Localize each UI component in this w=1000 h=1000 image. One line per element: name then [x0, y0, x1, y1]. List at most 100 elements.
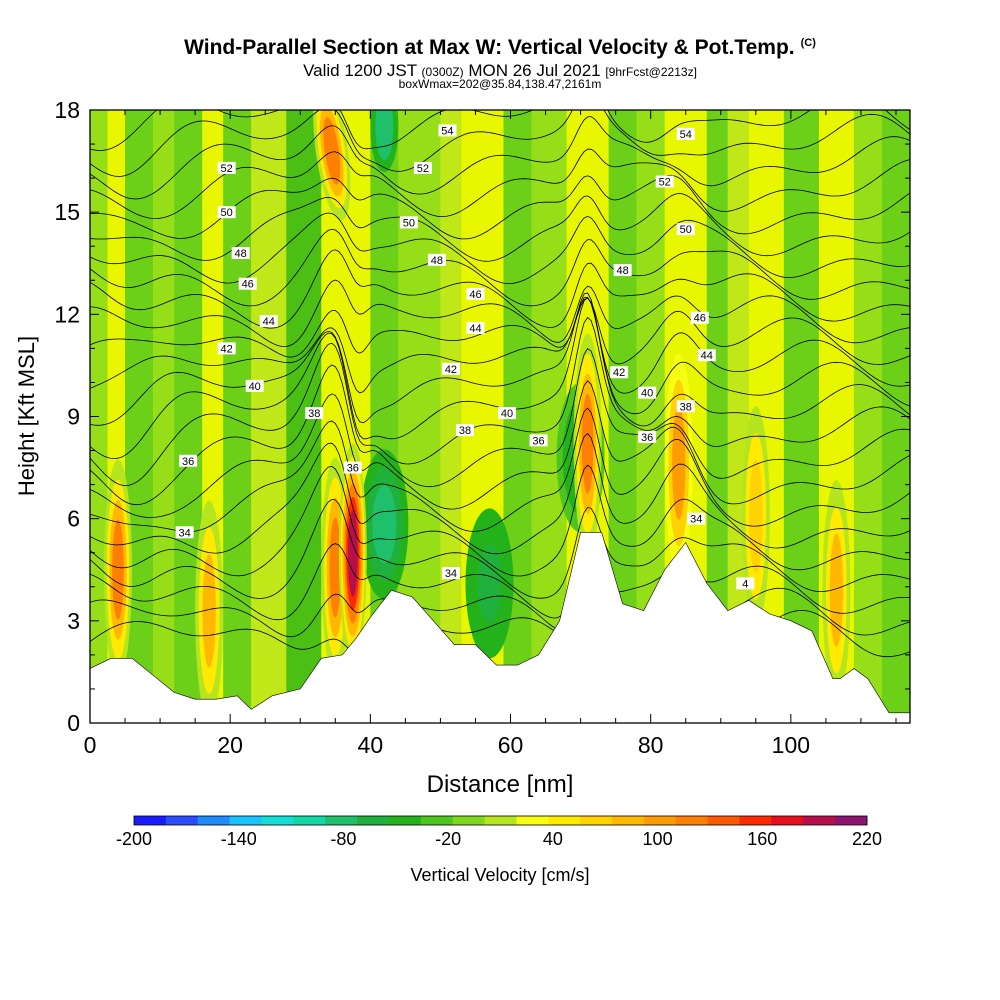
contour-label-bg: [655, 175, 674, 188]
contour-label-bg: [736, 577, 755, 590]
theta-contour: [90, 498, 910, 599]
contour-label: 52: [417, 163, 429, 175]
contour-label: 36: [182, 456, 194, 468]
contour-label: 46: [469, 289, 481, 301]
contour-label: 54: [441, 125, 453, 137]
box-info-line: boxWmax=202@35.84,138.47,2161m: [398, 77, 602, 91]
colorbar-swatch: [516, 816, 549, 825]
contour-label-bg: [438, 124, 457, 137]
colorbar-swatch: [229, 816, 262, 825]
contour-label: 48: [617, 265, 629, 277]
contour-label-bg: [343, 461, 362, 474]
colorbar-tick-label: -200: [116, 829, 152, 849]
updraft-core: [112, 519, 124, 620]
theta-contour: [90, 193, 910, 262]
contour-label: 40: [501, 408, 513, 420]
x-axis-label: Distance [nm]: [427, 771, 574, 798]
terrain-mask: [89, 532, 911, 724]
contour-label: 36: [347, 463, 359, 475]
contour-label: 48: [431, 255, 443, 267]
colorbar-swatch: [803, 816, 836, 825]
contour-label: 42: [613, 367, 625, 379]
x-axis: 0 20 40 60 80 100: [84, 110, 897, 758]
contour-label-bg: [441, 567, 460, 580]
contour-label-bg: [638, 386, 657, 399]
valid-time-line: Valid 1200 JST (0300Z) MON 26 Jul 2021 […: [0, 61, 1000, 81]
contour-label-bg: [529, 434, 548, 447]
colorbar-swatch: [739, 816, 772, 825]
theta-contour: [90, 380, 910, 518]
x-tick-label: 0: [84, 732, 97, 758]
contour-label: 34: [445, 568, 457, 580]
y-tick-label: 18: [54, 97, 80, 123]
contour-label: 52: [659, 177, 671, 189]
velocity-band: [153, 110, 175, 723]
colorbar-swatch: [484, 816, 517, 825]
contour-label-bg: [690, 311, 709, 324]
y-tick-label: 6: [67, 506, 80, 532]
colorbar-swatch: [580, 816, 613, 825]
contour-label: 40: [641, 388, 653, 400]
colorbar-swatch: [452, 816, 485, 825]
theta-contour: [90, 297, 910, 365]
contour-label-bg: [179, 454, 198, 467]
colorbar-swatch: [548, 816, 581, 825]
chart-title: Wind-Parallel Section at Max W: Vertical…: [0, 36, 1000, 60]
contour-label-bg: [245, 379, 264, 392]
contour-label-bg: [676, 400, 695, 413]
contour-label-bg: [259, 315, 278, 328]
theta-contour: [90, 296, 910, 394]
colorbar-swatch: [357, 816, 390, 825]
colorbar-swatch: [420, 816, 454, 825]
y-tick-label: 0: [67, 710, 80, 736]
downdraft-core: [477, 544, 502, 623]
valid-date: MON 26 Jul 2021: [468, 61, 601, 80]
contour-label: 46: [694, 313, 706, 325]
contour-label-bg: [676, 223, 695, 236]
theta-contour: [90, 292, 910, 426]
colorbar-swatch: [643, 816, 677, 825]
colorbar-tick-label: -80: [330, 829, 356, 849]
theta-contour: [90, 543, 910, 621]
x-tick-label: 100: [772, 732, 810, 758]
colorbar-swatch: [835, 816, 868, 825]
velocity-band: [251, 110, 287, 723]
colorbar-label: Vertical Velocity [cm/s]: [410, 865, 589, 885]
contour-label-bg: [466, 321, 485, 334]
theta-contour: [90, 316, 910, 487]
contour-label-bg: [305, 407, 324, 420]
contour-label-bg: [238, 277, 257, 290]
colorbar-swatch: [771, 816, 804, 825]
contour-label: 54: [680, 129, 692, 141]
contour-label: 34: [690, 514, 702, 526]
contour-label: 50: [403, 217, 415, 229]
x-tick-label: 40: [358, 732, 384, 758]
x-tick-label: 60: [498, 732, 524, 758]
contour-label-bg: [441, 362, 460, 375]
contour-label: 46: [242, 279, 254, 291]
contour-label-bg: [638, 430, 657, 443]
contour-label: 38: [459, 425, 471, 437]
updraft-core: [749, 459, 763, 574]
upper-downdraft: [375, 110, 394, 161]
contour-label-bg: [676, 127, 695, 140]
theta-contour: [90, 228, 910, 307]
colorbar-tick-label: -20: [435, 829, 461, 849]
contour-label: 44: [469, 323, 481, 335]
updraft-core: [202, 553, 216, 668]
y-axis-label: Height [Kft MSL]: [14, 336, 39, 496]
theta-contour: [90, 110, 910, 151]
updraft-core: [829, 533, 844, 647]
contour-label: 44: [701, 350, 713, 362]
contour-label-bg: [466, 287, 485, 300]
contour-label-bg: [217, 161, 236, 174]
colorbar: -200 -140 -80 -20 40 100 160 220: [116, 815, 882, 849]
contour-label: 50: [221, 207, 233, 219]
contour-label-bg: [399, 216, 418, 229]
copyright-mark: (C): [800, 37, 816, 49]
velocity-band: [727, 110, 749, 723]
contour-label: 4: [742, 578, 748, 590]
valid-prefix: Valid 1200 JST: [303, 61, 417, 80]
